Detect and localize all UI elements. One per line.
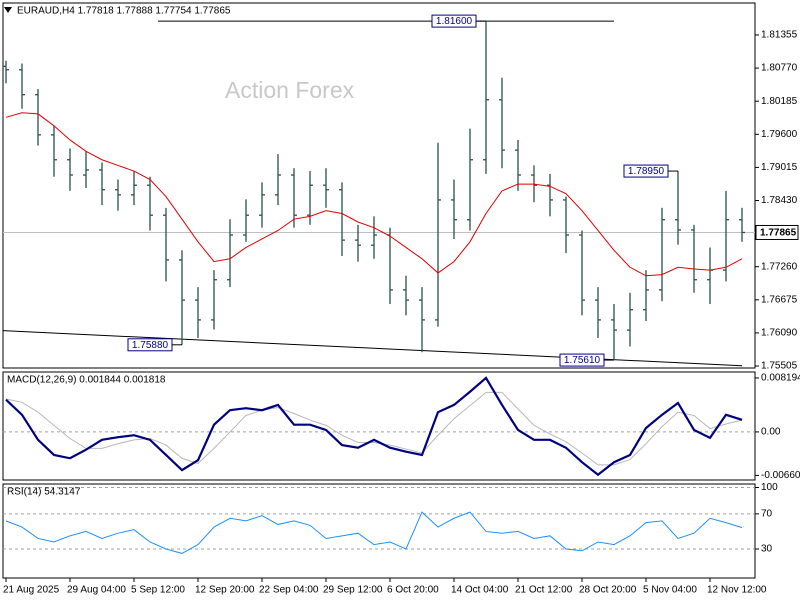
rsi-line bbox=[5, 511, 743, 554]
y-tick-label: 1.76675 bbox=[761, 294, 798, 305]
annotation-box bbox=[559, 353, 605, 367]
panel-title: RSI(14) 54.3147 bbox=[7, 487, 81, 498]
annotation-label: 1.81600 bbox=[436, 16, 473, 27]
x-tick-label: 12 Nov 12:00 bbox=[707, 585, 767, 596]
y-tick-label: 1.80770 bbox=[761, 63, 798, 74]
x-tick-label: 6 Oct 20:00 bbox=[387, 585, 439, 596]
x-tick-label: 12 Sep 20:00 bbox=[195, 585, 255, 596]
panel-title: EURAUD,H4 1.77818 1.77888 1.77754 1.7786… bbox=[17, 6, 231, 17]
x-tick-label: 29 Sep 12:00 bbox=[323, 585, 383, 596]
y-tick-label: 1.78430 bbox=[761, 195, 798, 206]
x-tick-label: 5 Nov 04:00 bbox=[643, 585, 697, 596]
y-tick-label: 100 bbox=[761, 482, 778, 493]
panel-frame bbox=[2, 371, 756, 481]
y-tick-label: 70 bbox=[761, 509, 773, 520]
y-tick-label: 1.80185 bbox=[761, 96, 798, 107]
panel-title: MACD(12,26,9) 0.001844 0.001818 bbox=[7, 375, 166, 386]
watermark: Action Forex bbox=[225, 77, 355, 103]
trendline bbox=[2, 330, 743, 367]
y-tick-label: 1.77260 bbox=[761, 261, 798, 272]
annotation-label: 1.75610 bbox=[564, 355, 601, 366]
x-tick-label: 14 Oct 04:00 bbox=[451, 585, 509, 596]
y-tick-label: 1.79600 bbox=[761, 129, 798, 140]
annotation-box bbox=[127, 338, 173, 352]
y-tick-label: 0.00 bbox=[761, 427, 781, 438]
current-price-label: 1.77865 bbox=[760, 228, 797, 239]
panel-frame bbox=[2, 483, 756, 579]
y-tick-label: 1.81355 bbox=[761, 30, 798, 41]
moving-average bbox=[5, 112, 743, 277]
x-tick-label: 21 Aug 2025 bbox=[3, 585, 60, 596]
annotation-label: 1.75880 bbox=[132, 340, 169, 351]
annotation-label: 1.78950 bbox=[628, 166, 665, 177]
y-tick-label: -0.006604 bbox=[761, 470, 800, 481]
x-tick-label: 29 Aug 04:00 bbox=[67, 585, 126, 596]
panel-frame bbox=[2, 2, 756, 369]
macd-main bbox=[5, 376, 743, 477]
y-tick-label: 1.75505 bbox=[761, 361, 798, 372]
y-tick-label: 30 bbox=[761, 544, 773, 555]
annotation-box bbox=[623, 164, 669, 178]
current-price-box bbox=[755, 224, 799, 240]
x-tick-label: 28 Oct 20:00 bbox=[579, 585, 637, 596]
x-tick-label: 22 Sep 04:00 bbox=[259, 585, 319, 596]
symbol-menu-icon[interactable] bbox=[4, 7, 12, 13]
y-tick-label: 0.008194 bbox=[761, 373, 800, 384]
annotation-box bbox=[431, 14, 477, 28]
y-tick-label: 1.79015 bbox=[761, 162, 798, 173]
y-tick-label: 1.76090 bbox=[761, 328, 798, 339]
macd-signal bbox=[5, 391, 743, 466]
x-tick-label: 5 Sep 12:00 bbox=[131, 585, 185, 596]
x-tick-label: 21 Oct 12:00 bbox=[515, 585, 573, 596]
